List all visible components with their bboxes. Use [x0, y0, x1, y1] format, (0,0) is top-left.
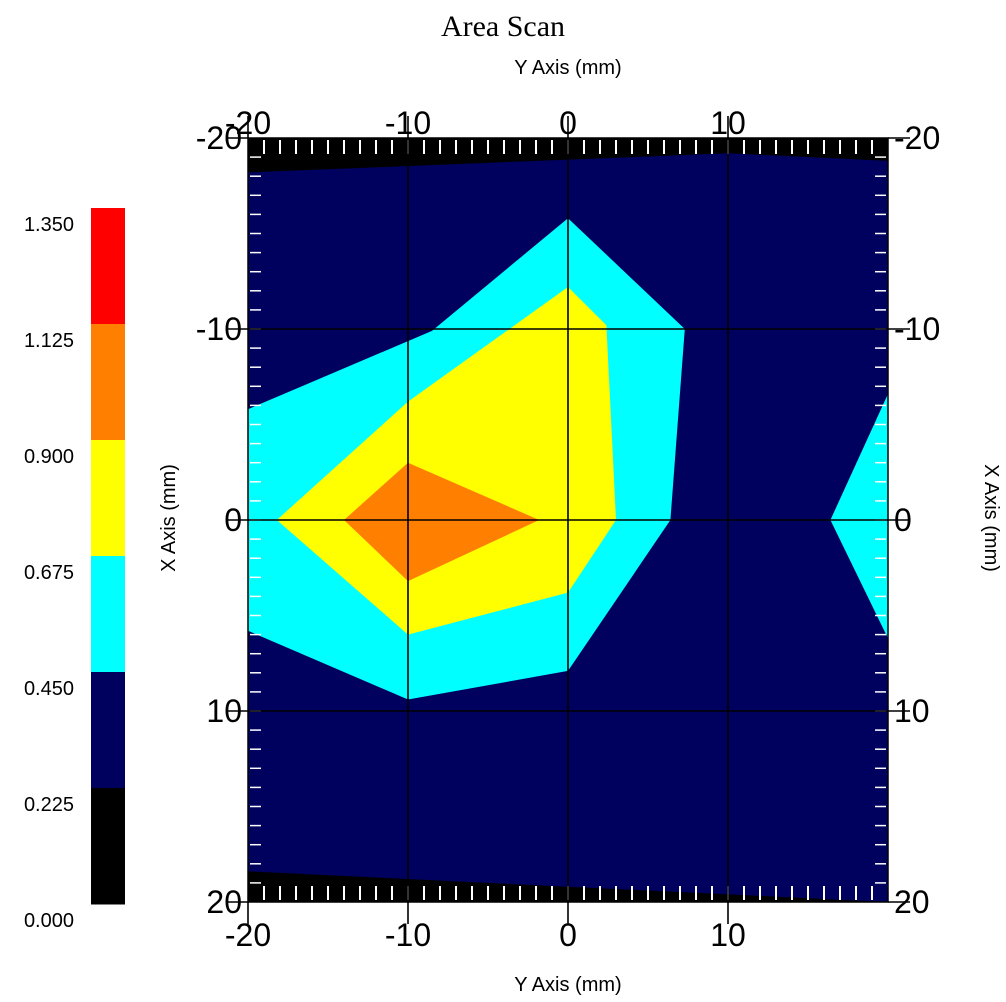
minor-tick-marks [250, 140, 886, 900]
legend-label: 1.125 [24, 330, 74, 352]
x-tick-label-bottom: 0 [559, 917, 577, 953]
legend: 1.350 1.125 0.900 0.675 0.450 0.225 0.000 [24, 208, 125, 932]
legend-swatch-0 [91, 208, 125, 325]
x-axis-title-bottom: Y Axis (mm) [514, 974, 621, 996]
x-tick-label-bottom: -20 [225, 917, 271, 953]
x-axis-title-top: Y Axis (mm) [514, 57, 621, 79]
y-axis-title-left: X Axis (mm) [158, 464, 180, 572]
y-tick-label-right: -20 [894, 120, 940, 156]
y-tick-label-right: 0 [894, 502, 912, 538]
y-tick-label-left: -20 [196, 120, 242, 156]
x-tick-label-bottom: 10 [710, 917, 746, 953]
contour-region-5 [344, 462, 540, 582]
x-tick-label-top: -20 [225, 105, 271, 141]
legend-swatch-2 [91, 440, 125, 557]
legend-swatch-3 [91, 556, 125, 673]
y-axis-title-right: X Axis (mm) [980, 464, 1002, 572]
legend-label: 1.350 [24, 214, 74, 236]
legend-label: 0.675 [24, 562, 74, 584]
y-tick-label-left: 10 [206, 693, 242, 729]
plot-border [247, 137, 889, 903]
contour-region-4 [276, 287, 616, 635]
legend-label: 0.225 [24, 794, 74, 816]
legend-swatch-4 [91, 672, 125, 789]
legend-label: 0.450 [24, 678, 74, 700]
y-tick-label-right: 20 [894, 884, 930, 920]
y-tick-label-right: 10 [894, 693, 930, 729]
y-tick-label-left: -10 [196, 311, 242, 347]
y-tick-label-left: 0 [224, 502, 242, 538]
y-tick-label-right: -10 [894, 311, 940, 347]
legend-label: 0.000 [24, 910, 74, 932]
chart-title: Area Scan [441, 10, 565, 43]
y-tick-label-left: 20 [206, 884, 242, 920]
legend-swatch-5 [91, 788, 125, 905]
x-tick-label-top: -10 [385, 105, 431, 141]
legend-swatch-1 [91, 324, 125, 441]
x-tick-label-top: 0 [559, 105, 577, 141]
contour-region-3 [830, 393, 888, 639]
legend-label: 0.900 [24, 446, 74, 468]
x-tick-label-bottom: -10 [385, 917, 431, 953]
x-tick-label-top: 10 [710, 105, 746, 141]
grid-lines [226, 116, 910, 924]
